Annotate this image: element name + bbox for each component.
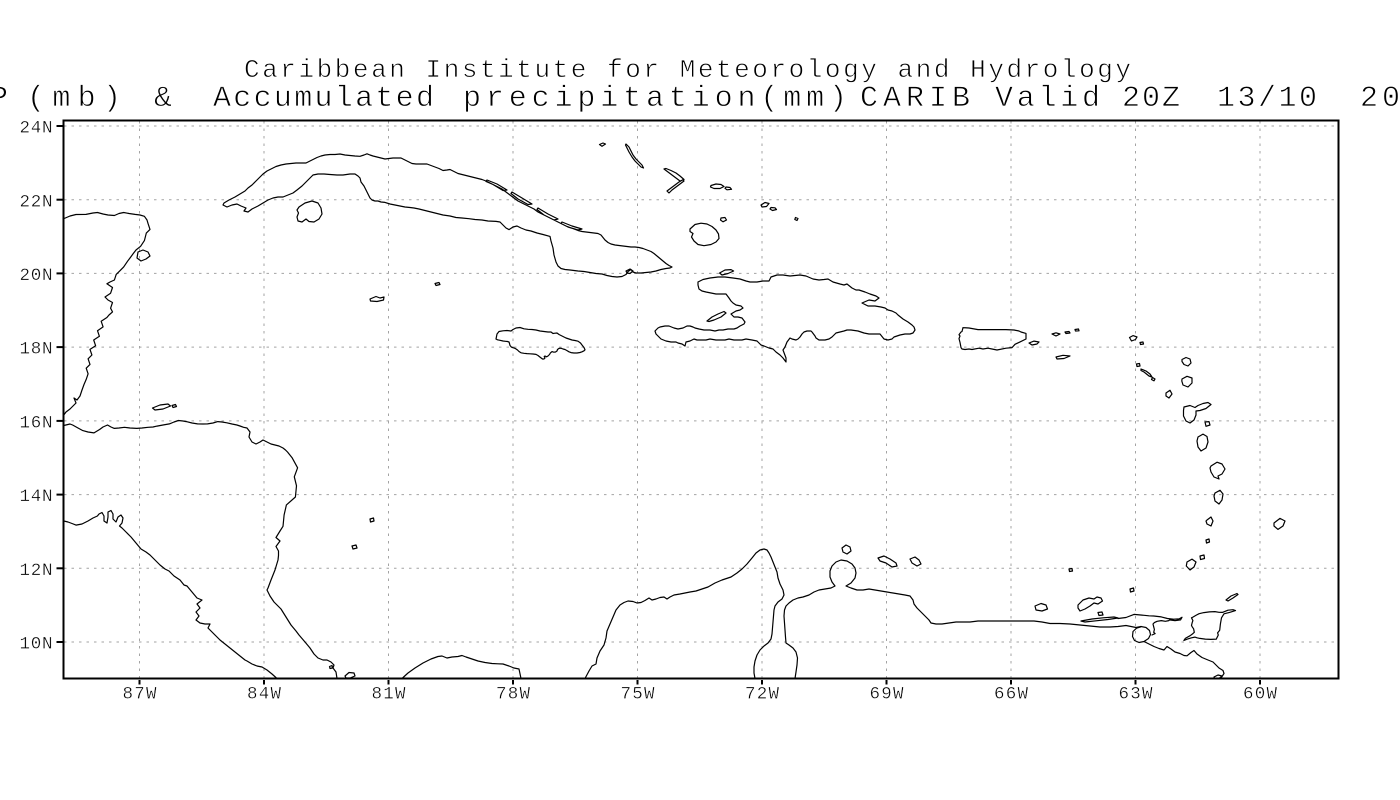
svg-text:69W: 69W (870, 685, 904, 705)
svg-text:12N: 12N (20, 561, 53, 581)
svg-text:22N: 22N (20, 192, 53, 212)
svg-text:&: & (154, 82, 172, 116)
svg-text:CARIB: CARIB (860, 82, 970, 116)
svg-text:20Z: 20Z (1122, 82, 1180, 116)
svg-text:10N: 10N (20, 635, 53, 655)
svg-text:14N: 14N (20, 487, 53, 507)
svg-text:Accumulated: Accumulated (213, 82, 434, 116)
svg-text:78W: 78W (496, 685, 530, 705)
svg-text:87W: 87W (123, 685, 157, 705)
svg-text:84W: 84W (247, 685, 281, 705)
svg-text:Caribbean Institute for Meteor: Caribbean Institute for Meteorology and … (244, 55, 1131, 85)
svg-text:20N: 20N (20, 266, 53, 286)
svg-text:60W: 60W (1243, 685, 1277, 705)
svg-text:precipitation(mm): precipitation(mm) (463, 82, 847, 116)
svg-text:63W: 63W (1119, 685, 1153, 705)
svg-text:66W: 66W (994, 685, 1028, 705)
svg-text:P: P (0, 82, 8, 116)
svg-text:81W: 81W (372, 685, 406, 705)
svg-text:18N: 18N (20, 340, 53, 360)
svg-text:72W: 72W (745, 685, 779, 705)
svg-text:75W: 75W (621, 685, 655, 705)
svg-text:16N: 16N (20, 414, 53, 434)
svg-text:24N: 24N (20, 119, 53, 139)
svg-text:13/10: 13/10 (1217, 82, 1317, 116)
svg-text:Valid: Valid (995, 82, 1100, 116)
